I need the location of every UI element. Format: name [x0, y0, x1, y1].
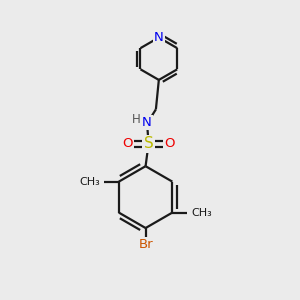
- Text: O: O: [122, 137, 133, 150]
- Text: O: O: [164, 137, 175, 150]
- Text: CH₃: CH₃: [79, 177, 100, 187]
- Text: N: N: [154, 31, 164, 44]
- Text: N: N: [142, 116, 152, 129]
- Text: H: H: [131, 112, 140, 126]
- Text: Br: Br: [138, 238, 153, 251]
- Text: CH₃: CH₃: [191, 208, 212, 218]
- Text: S: S: [144, 136, 153, 151]
